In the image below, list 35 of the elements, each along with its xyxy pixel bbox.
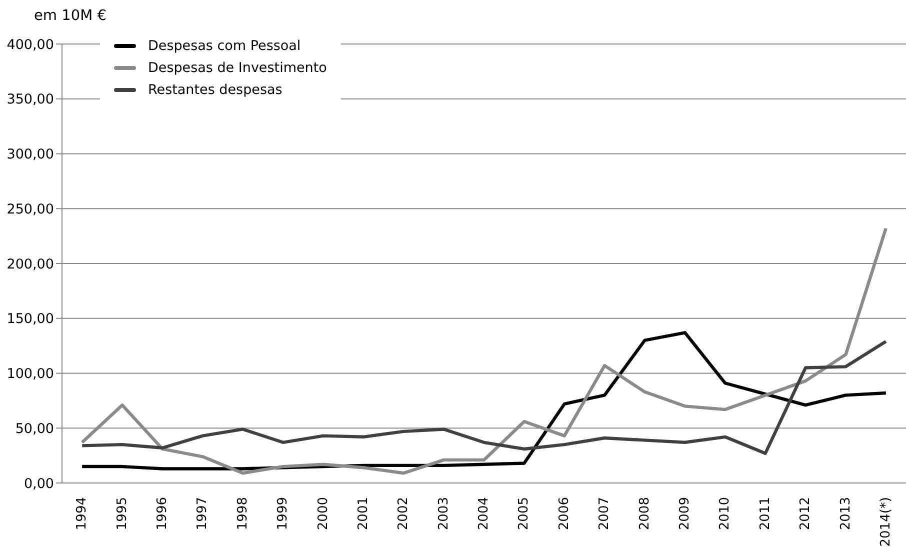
y-tick-label: 0,00 <box>24 476 54 492</box>
y-tick-label: 150,00 <box>6 311 54 328</box>
x-tick-label: 1994 <box>74 497 90 530</box>
line-series <box>80 340 888 455</box>
text: em 10M € <box>34 8 106 24</box>
x-tick-label: 1997 <box>195 497 210 530</box>
x-tick-label: 2009 <box>678 497 693 530</box>
x-tick-label: 1998 <box>235 497 250 530</box>
x-tick-label: 2006 <box>556 497 572 530</box>
x-tick-label: 2005 <box>516 497 532 530</box>
y-tick-label: 300,00 <box>6 146 54 163</box>
x-tick-label: 1996 <box>155 497 170 530</box>
y-tick-label: 200,00 <box>6 256 54 272</box>
y-tick-label: 100,00 <box>6 366 54 382</box>
legend-label: Despesas com Pessoal <box>148 37 301 56</box>
y-tick-label: 250,00 <box>6 201 54 218</box>
x-tick-label: 2014(*) <box>878 497 894 547</box>
x-tick-label: 2011 <box>758 497 773 530</box>
legend-label: Despesas de Investimento <box>148 59 327 78</box>
x-tick-label: 2001 <box>356 497 371 530</box>
x-tick-label: 1995 <box>114 497 130 530</box>
x-tick-label: 2007 <box>597 497 612 530</box>
x-tick-label: 2008 <box>637 497 652 530</box>
legend-label: Restantes despesas <box>148 81 282 100</box>
x-tick-label: 2013 <box>838 497 854 530</box>
x-tick-label: 2012 <box>798 497 814 530</box>
y-tick-label: 350,00 <box>6 92 54 108</box>
x-tick-label: 2004 <box>476 497 492 530</box>
x-tick-label: 2010 <box>718 497 733 530</box>
x-tick-label: 2002 <box>396 497 412 530</box>
y-tick-label: 400,00 <box>6 36 54 53</box>
x-tick-label: 2003 <box>436 497 452 530</box>
x-tick-label: 1999 <box>276 497 291 530</box>
y-tick-label: 50,00 <box>15 420 54 437</box>
x-tick-label: 2000 <box>316 497 331 530</box>
